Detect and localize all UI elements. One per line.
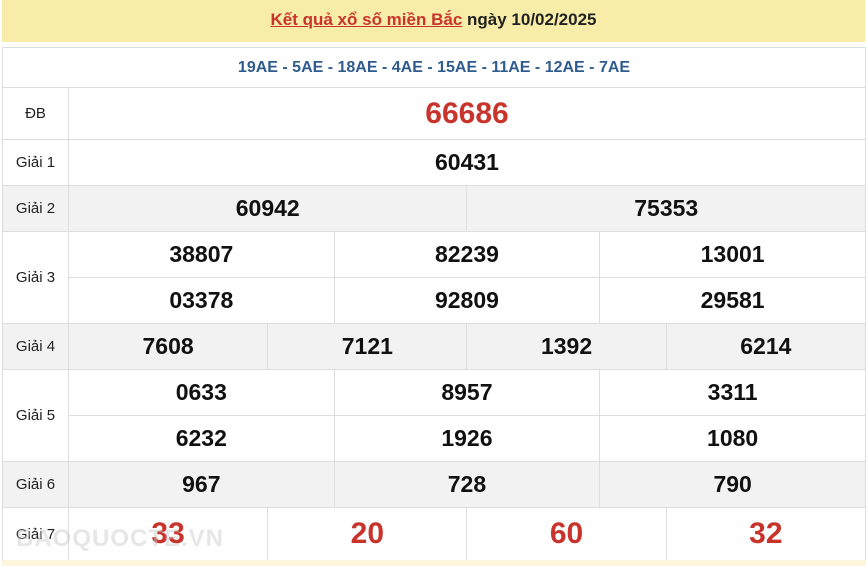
watermark: BAOQUOCTE.VN — [16, 525, 225, 552]
prize-value: 38807 — [68, 231, 335, 278]
draw-codes: 19AE - 5AE - 18AE - 4AE - 15AE - 11AE - … — [2, 47, 866, 88]
special-prize: 66686 — [68, 87, 866, 140]
prize-value: 33 — [67, 507, 269, 561]
prize-value: 29581 — [599, 277, 866, 324]
prize-value: 7608 — [67, 323, 269, 370]
page-header: Kết quả xổ số miền Bắc ngày 10/02/2025 — [2, 0, 865, 42]
prize-value: 7121 — [267, 323, 468, 370]
prize-value: 3311 — [599, 369, 866, 416]
prize-value: 0633 — [68, 369, 335, 416]
prize-value: 32 — [665, 507, 867, 561]
prize-label: ĐB — [2, 87, 69, 140]
prize-value: 20 — [267, 507, 468, 561]
prize-value: 13001 — [599, 231, 866, 278]
prize-value: 790 — [599, 461, 866, 508]
prize-label: Giải 2 — [2, 185, 69, 232]
prize-label: Giải 7 — [2, 507, 69, 561]
prize-label: Giải 4 — [2, 323, 69, 370]
results-table: 19AE - 5AE - 18AE - 4AE - 15AE - 11AE - … — [2, 47, 867, 561]
prize-value: 6232 — [68, 415, 335, 462]
prize-value: 1392 — [466, 323, 667, 370]
prize-value: 03378 — [68, 277, 335, 324]
prize-label: Giải 6 — [2, 461, 69, 508]
prize-value: 1080 — [599, 415, 866, 462]
prize-value: 728 — [333, 461, 601, 508]
prize-value: 967 — [68, 461, 335, 508]
prize-label: Giải 3 — [2, 231, 69, 324]
prize-label: Giải 1 — [2, 139, 69, 186]
header-date: ngày 10/02/2025 — [467, 10, 597, 29]
prize-value: 8957 — [333, 369, 601, 416]
prize-label: Giải 5 — [2, 369, 69, 462]
prize-value: 1926 — [333, 415, 601, 462]
prize-value: 82239 — [333, 231, 601, 278]
prize-value: 60431 — [68, 139, 866, 186]
prize-value: 75353 — [466, 185, 866, 232]
prize-value: 92809 — [333, 277, 601, 324]
prize-value: 60 — [466, 507, 667, 561]
prize-value: 6214 — [665, 323, 867, 370]
footer-strip — [2, 560, 866, 566]
results-link[interactable]: Kết quả xổ số miền Bắc — [270, 10, 463, 29]
prize-value: 60942 — [67, 185, 468, 232]
